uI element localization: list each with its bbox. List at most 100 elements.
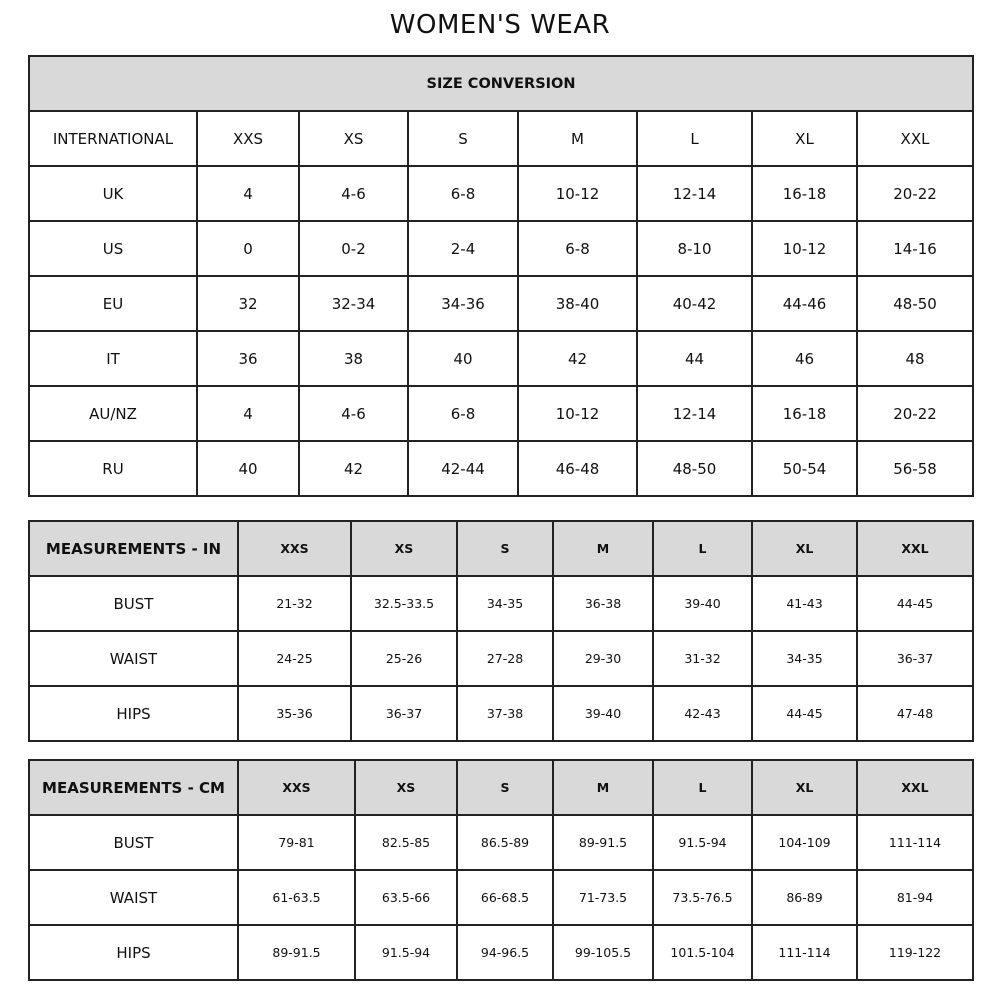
table-cell: 34-35 [751, 630, 858, 687]
table-cell: 10-12 [517, 385, 638, 442]
table-cell: 36-37 [856, 630, 974, 687]
table-cell: 91.5-94 [354, 924, 458, 981]
table-row: WAIST 61-63.5 63.5-66 66-68.5 71-73.5 73.5-76… [28, 869, 974, 926]
table-cell: 4-6 [298, 165, 409, 222]
table-cell: 56-58 [855, 440, 975, 497]
column-header: XXS [237, 520, 352, 577]
table-cell: 37-38 [456, 685, 554, 742]
column-header: XXL [856, 520, 974, 577]
table-cell: 38 [298, 330, 409, 387]
row-label: IT [28, 330, 198, 387]
table-cell: 44-45 [751, 685, 858, 742]
table-row: AU/NZ 4 4-6 6-8 10-12 12-14 16-18 20-22 [28, 385, 975, 442]
column-header: S [407, 110, 519, 167]
table-cell: 36-38 [552, 575, 654, 632]
column-header: M [552, 759, 654, 816]
measurements-in-table: MEASUREMENTS - IN XXS XS S M L XL XXL BUST 21-32 3… [28, 520, 974, 742]
column-header: XXL [856, 759, 974, 816]
table-cell: 4-6 [298, 385, 409, 442]
size-conversion-table: SIZE CONVERSION INTERNATIONAL XXS XS S M L XL X… [27, 55, 975, 497]
table-cell: 34-35 [456, 575, 554, 632]
table-cell: 16-18 [751, 385, 858, 442]
table-cell: 16-18 [751, 165, 858, 222]
table-cell: 42 [517, 330, 638, 387]
row-label: WAIST [28, 869, 239, 926]
table-cell: 81-94 [856, 869, 974, 926]
table-cell: 20-22 [855, 165, 975, 222]
measurements-cm-table: MEASUREMENTS - CM XXS XS S M L XL XXL BUST 79-81 8… [28, 759, 974, 981]
row-label: AU/NZ [28, 385, 198, 442]
table-row: RU 40 42 42-44 46-48 48-50 50-54 56-58 [28, 440, 975, 497]
table-title-row: SIZE CONVERSION [27, 55, 975, 112]
row-label: BUST [28, 814, 239, 871]
column-header: S [456, 520, 554, 577]
table-cell: 79-81 [237, 814, 356, 871]
table-cell: 0 [196, 220, 300, 277]
table-cell: 39-40 [652, 575, 753, 632]
table-cell: 101.5-104 [652, 924, 753, 981]
column-header: M [517, 110, 638, 167]
table-cell: 42 [298, 440, 409, 497]
table-cell: 46 [751, 330, 858, 387]
column-header: XS [298, 110, 409, 167]
table-cell: 40 [196, 440, 300, 497]
table-row: UK 4 4-6 6-8 10-12 12-14 16-18 20-22 [28, 165, 975, 222]
column-header: INTERNATIONAL [28, 110, 198, 167]
row-label: BUST [28, 575, 239, 632]
table-cell: 25-26 [350, 630, 458, 687]
table-cell: 104-109 [751, 814, 858, 871]
table-cell: 111-114 [856, 814, 974, 871]
table-cell: 94-96.5 [456, 924, 554, 981]
header-row: MEASUREMENTS - IN XXS XS S M L XL XXL [28, 520, 974, 577]
size-conversion-title: SIZE CONVERSION [27, 55, 975, 112]
table-cell: 46-48 [517, 440, 638, 497]
table-cell: 40-42 [636, 275, 753, 332]
table-cell: 42-44 [407, 440, 519, 497]
table-cell: 10-12 [517, 165, 638, 222]
table-cell: 36-37 [350, 685, 458, 742]
column-header: XXS [196, 110, 300, 167]
column-header: XL [751, 759, 858, 816]
table-cell: 20-22 [855, 385, 975, 442]
row-label: HIPS [28, 685, 239, 742]
table-cell: 47-48 [856, 685, 974, 742]
table-cell: 10-12 [751, 220, 858, 277]
table-cell: 99-105.5 [552, 924, 654, 981]
table-cell: 44-46 [751, 275, 858, 332]
table-cell: 40 [407, 330, 519, 387]
column-header: MEASUREMENTS - IN [28, 520, 239, 577]
table-row: WAIST 24-25 25-26 27-28 29-30 31-32 34-35 36-37 [28, 630, 974, 687]
table-cell: 32.5-33.5 [350, 575, 458, 632]
row-label: US [28, 220, 198, 277]
table-cell: 0-2 [298, 220, 409, 277]
table-cell: 50-54 [751, 440, 858, 497]
table-row: IT 36 38 40 42 44 46 48 [28, 330, 975, 387]
column-header: L [636, 110, 753, 167]
column-header: XXL [855, 110, 975, 167]
table-cell: 38-40 [517, 275, 638, 332]
column-header: L [652, 759, 753, 816]
table-row: US 0 0-2 2-4 6-8 8-10 10-12 14-16 [28, 220, 975, 277]
row-label: UK [28, 165, 198, 222]
table-cell: 89-91.5 [237, 924, 356, 981]
table-cell: 61-63.5 [237, 869, 356, 926]
table-cell: 14-16 [855, 220, 975, 277]
table-cell: 24-25 [237, 630, 352, 687]
table-row: HIPS 89-91.5 91.5-94 94-96.5 99-105.5 101.5-1… [28, 924, 974, 981]
table-cell: 66-68.5 [456, 869, 554, 926]
table-cell: 44-45 [856, 575, 974, 632]
column-header: XL [751, 520, 858, 577]
table-cell: 8-10 [636, 220, 753, 277]
row-label: WAIST [28, 630, 239, 687]
column-header: XL [751, 110, 858, 167]
table-cell: 42-43 [652, 685, 753, 742]
table-cell: 44 [636, 330, 753, 387]
column-header: XS [354, 759, 458, 816]
table-cell: 6-8 [517, 220, 638, 277]
row-label: HIPS [28, 924, 239, 981]
table-cell: 71-73.5 [552, 869, 654, 926]
table-cell: 34-36 [407, 275, 519, 332]
table-row: HIPS 35-36 36-37 37-38 39-40 42-43 44-45 47-48 [28, 685, 974, 742]
column-header: M [552, 520, 654, 577]
table-cell: 4 [196, 165, 300, 222]
